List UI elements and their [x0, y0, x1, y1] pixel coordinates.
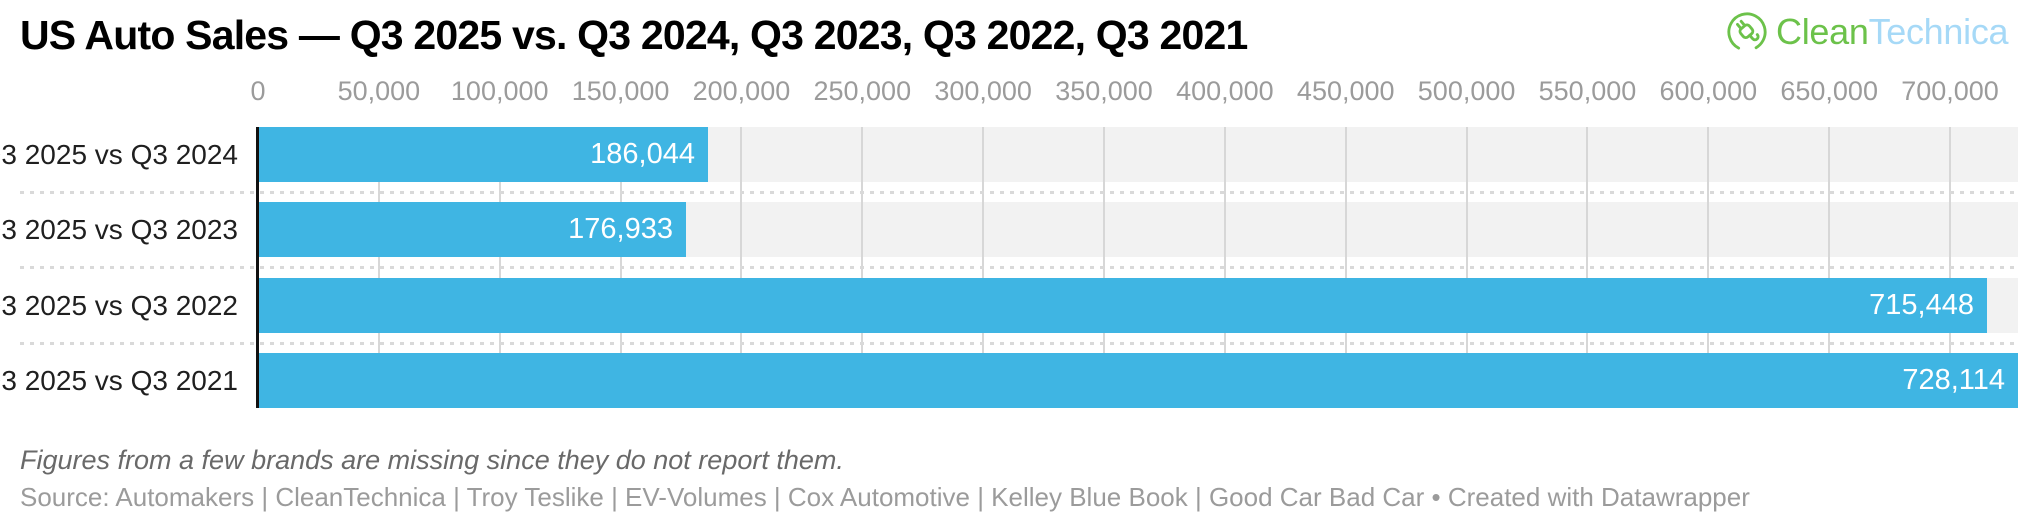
datawrapper-attribution-link[interactable]: Created with Datawrapper: [1447, 482, 1750, 512]
x-tick-label: 650,000: [1780, 76, 1878, 106]
x-tick-label: 0: [250, 76, 266, 106]
x-tick-label: 700,000: [1901, 76, 1999, 106]
logo-wordmark: CleanTechnica: [1776, 11, 2009, 53]
row-label: Q3 2025 vs Q3 2024: [0, 138, 238, 170]
cleantechnica-logo: CleanTechnica: [1726, 11, 2009, 53]
bar-1: 186,044: [258, 127, 708, 182]
x-tick-label: 500,000: [1417, 76, 1516, 106]
x-tick-label: 50,000: [337, 76, 421, 106]
chart-note: Figures from a few brands are missing si…: [20, 445, 844, 475]
row-separator-dotted-line: [20, 342, 2018, 345]
bar-4: 728,114: [258, 353, 2018, 408]
row-label: Q3 2025 vs Q3 2022: [0, 289, 238, 321]
x-tick-label: 350,000: [1055, 76, 1153, 106]
bar-value-label: 176,933: [568, 213, 673, 245]
x-tick-label: 150,000: [571, 76, 670, 106]
chart-title: US Auto Sales — Q3 2025 vs. Q3 2024, Q3 …: [20, 12, 1248, 58]
x-tick-label: 100,000: [450, 76, 549, 106]
source-line: Source: Automakers | CleanTechnica | Tro…: [20, 482, 1750, 513]
row-separator-dotted-line: [20, 266, 2018, 269]
bar-value-label: 728,114: [1902, 364, 2005, 396]
source-separator: •: [1424, 482, 1448, 512]
x-tick-label: 450,000: [1296, 76, 1395, 106]
x-tick-label: 200,000: [692, 76, 791, 106]
bar-value-label: 186,044: [590, 138, 695, 170]
plug-circle-icon: [1727, 12, 1767, 52]
x-tick-label: 550,000: [1538, 76, 1637, 106]
x-tick-label: 300,000: [934, 76, 1032, 106]
bar-3: 715,448: [258, 278, 1987, 333]
row-separator-dotted-line: [20, 191, 2018, 194]
logo-text-clean: Clean: [1776, 11, 1869, 52]
x-tick-label: 400,000: [1176, 76, 1274, 106]
plot-area: 186,044 176,933 715,448 728,114: [258, 127, 2018, 408]
y-axis-line: [256, 127, 259, 408]
row-label: Q3 2025 vs Q3 2023: [0, 213, 238, 245]
x-tick-label: 600,000: [1659, 76, 1758, 106]
x-axis-tick-labels: 0 50,000 100,000 150,000 200,000 250,000 300,0…: [0, 76, 2040, 108]
logo-text-technica: Technica: [1868, 11, 2009, 52]
row-label: Q3 2025 vs Q3 2021: [0, 364, 238, 396]
source-text: Source: Automakers | CleanTechnica | Tro…: [20, 482, 1425, 512]
x-tick-label: 250,000: [813, 76, 912, 106]
bar-value-label: 715,448: [1869, 289, 1974, 321]
bar-2: 176,933: [258, 202, 686, 257]
